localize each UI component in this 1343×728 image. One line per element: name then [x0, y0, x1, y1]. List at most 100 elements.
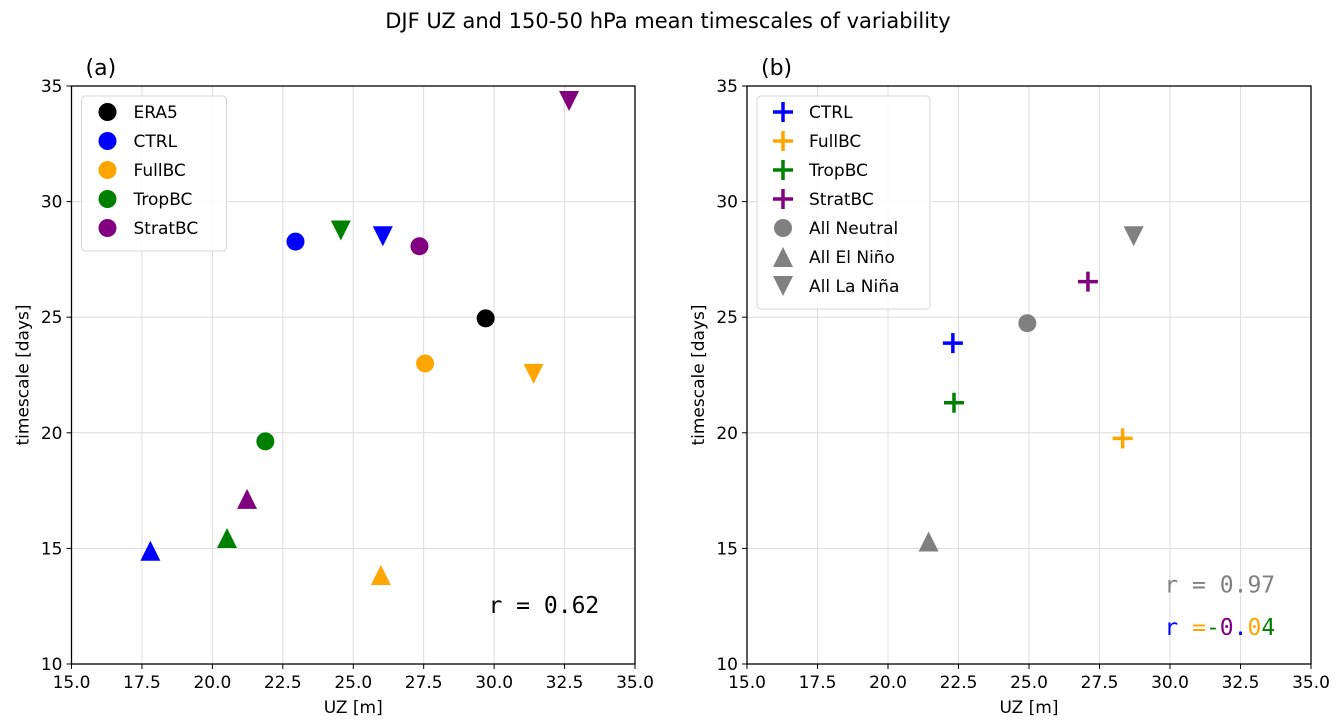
- legend: CTRL FullBC TropBC StratBC All Neutral All El…: [756, 95, 931, 310]
- legend-label: StratBC: [809, 190, 874, 210]
- annotation-segment: [1178, 615, 1192, 641]
- annotation-segment: .: [1234, 615, 1248, 641]
- x-tick-label: 25.0: [334, 673, 372, 693]
- legend-label: TropBC: [808, 161, 868, 181]
- data-point-circle: [416, 354, 435, 373]
- y-tick-label: 30: [716, 193, 738, 213]
- x-tick-label: 15.0: [728, 673, 766, 693]
- legend-label: StratBC: [134, 219, 199, 239]
- data-point-triangle-up: [237, 488, 258, 509]
- annotation-segment: 4: [1261, 615, 1275, 641]
- y-tick-label: 20: [41, 424, 63, 444]
- y-tick-label: 35: [41, 77, 63, 97]
- legend-label: TropBC: [133, 190, 193, 210]
- legend-label: All Neutral: [809, 219, 898, 239]
- data-point-triangle-up: [140, 540, 161, 561]
- y-tick-label: 10: [41, 655, 63, 675]
- x-tick-label: 17.5: [123, 673, 161, 693]
- y-axis-label: timescale [days]: [14, 304, 34, 445]
- annotation-segment: 0: [1220, 615, 1234, 641]
- data-point-circle: [410, 237, 429, 256]
- y-tick-label: 30: [41, 193, 63, 213]
- x-tick-label: 25.0: [1010, 673, 1048, 693]
- annotation-segment: r = 0.62: [488, 593, 599, 619]
- x-tick-label: 35.0: [1292, 673, 1330, 693]
- panel-label: (b): [761, 56, 792, 81]
- x-tick-label: 15.0: [53, 673, 91, 693]
- data-point-triangle-up: [918, 531, 939, 552]
- legend-item: TropBC: [773, 160, 868, 181]
- legend-label: CTRL: [809, 103, 853, 123]
- x-tick-label: 32.5: [1222, 673, 1260, 693]
- y-tick-label: 15: [41, 539, 63, 559]
- x-tick-label: 30.0: [1151, 673, 1189, 693]
- legend-label: All La Niña: [809, 277, 899, 297]
- annotation-segment: r: [1164, 615, 1178, 641]
- y-tick-label: 25: [41, 308, 63, 328]
- data-point-circle: [476, 309, 495, 328]
- x-tick-label: 22.5: [264, 673, 302, 693]
- legend-label: All El Niño: [809, 248, 895, 268]
- legend-item: ERA5: [98, 103, 178, 123]
- data-point-circle: [286, 232, 305, 251]
- legend-item: All El Niño: [773, 247, 895, 268]
- figure-title: DJF UZ and 150-50 hPa mean timescales of…: [385, 9, 950, 33]
- x-tick-label: 35.0: [616, 673, 654, 693]
- legend-circle-icon: [98, 132, 117, 150]
- panel-a: 15.0 17.5 20.0 22.5 25.0 27.5 30.0 32.5 35.0 10 15…: [14, 56, 654, 718]
- legend-item: CTRL: [98, 132, 178, 152]
- legend-item: StratBC: [773, 189, 874, 210]
- legend-label: CTRL: [134, 132, 178, 152]
- legend-item: All La Niña: [773, 276, 899, 297]
- annotation-segment: -: [1206, 615, 1220, 641]
- x-tick-label: 27.5: [405, 673, 443, 693]
- legend-circle-icon: [98, 219, 117, 237]
- legend-plus-icon: [773, 160, 793, 180]
- panel-label: (a): [86, 56, 117, 81]
- legend-plus-icon: [773, 189, 793, 209]
- x-tick-label: 17.5: [799, 673, 837, 693]
- data-point-triangle-down: [330, 220, 351, 241]
- x-tick-label: 32.5: [546, 673, 584, 693]
- legend-plus-icon: [773, 131, 793, 151]
- x-tick-label: 22.5: [940, 673, 978, 693]
- legend: ERA5 CTRL FullBC TropBC StratBC: [81, 95, 227, 252]
- data-point-plus: [943, 392, 964, 413]
- y-axis-label: timescale [days]: [689, 304, 709, 445]
- legend-item: FullBC: [98, 161, 186, 181]
- y-tick-label: 10: [716, 655, 738, 675]
- legend-item: All Neutral: [774, 219, 898, 239]
- data-point-triangle-down: [1123, 226, 1144, 247]
- correlation-annotation: r =-0.04: [1164, 615, 1275, 641]
- x-axis-label: UZ [m]: [324, 698, 383, 718]
- legend-label: FullBC: [809, 132, 861, 152]
- data-point-triangle-down: [523, 363, 544, 384]
- legend-box: [81, 95, 227, 252]
- legend-box: [756, 95, 931, 310]
- data-point-triangle-down: [559, 91, 580, 112]
- x-tick-label: 20.0: [193, 673, 231, 693]
- annotation-segment: 0: [1248, 615, 1262, 641]
- y-tick-label: 15: [716, 539, 738, 559]
- legend-item: StratBC: [98, 219, 199, 239]
- legend-circle-icon: [98, 103, 117, 121]
- x-tick-label: 20.0: [869, 673, 907, 693]
- legend-circle-icon: [98, 161, 117, 179]
- y-tick-label: 25: [716, 308, 738, 328]
- y-tick-label: 20: [716, 424, 738, 444]
- data-point-circle: [1018, 314, 1037, 333]
- data-point-plus: [1077, 271, 1098, 292]
- data-point-triangle-down: [372, 226, 393, 247]
- legend-triangle-down-icon: [773, 276, 793, 296]
- legend-plus-icon: [773, 102, 793, 122]
- data-point-plus: [942, 333, 963, 354]
- annotation-segment: =: [1192, 615, 1206, 641]
- data-point-triangle-up: [217, 527, 238, 548]
- data-point-plus: [1112, 428, 1133, 449]
- correlation-annotation: r = 0.62: [488, 593, 599, 619]
- legend-item: TropBC: [98, 190, 193, 210]
- x-tick-label: 30.0: [475, 673, 513, 693]
- y-tick-label: 35: [716, 77, 738, 97]
- legend-triangle-up-icon: [773, 247, 793, 267]
